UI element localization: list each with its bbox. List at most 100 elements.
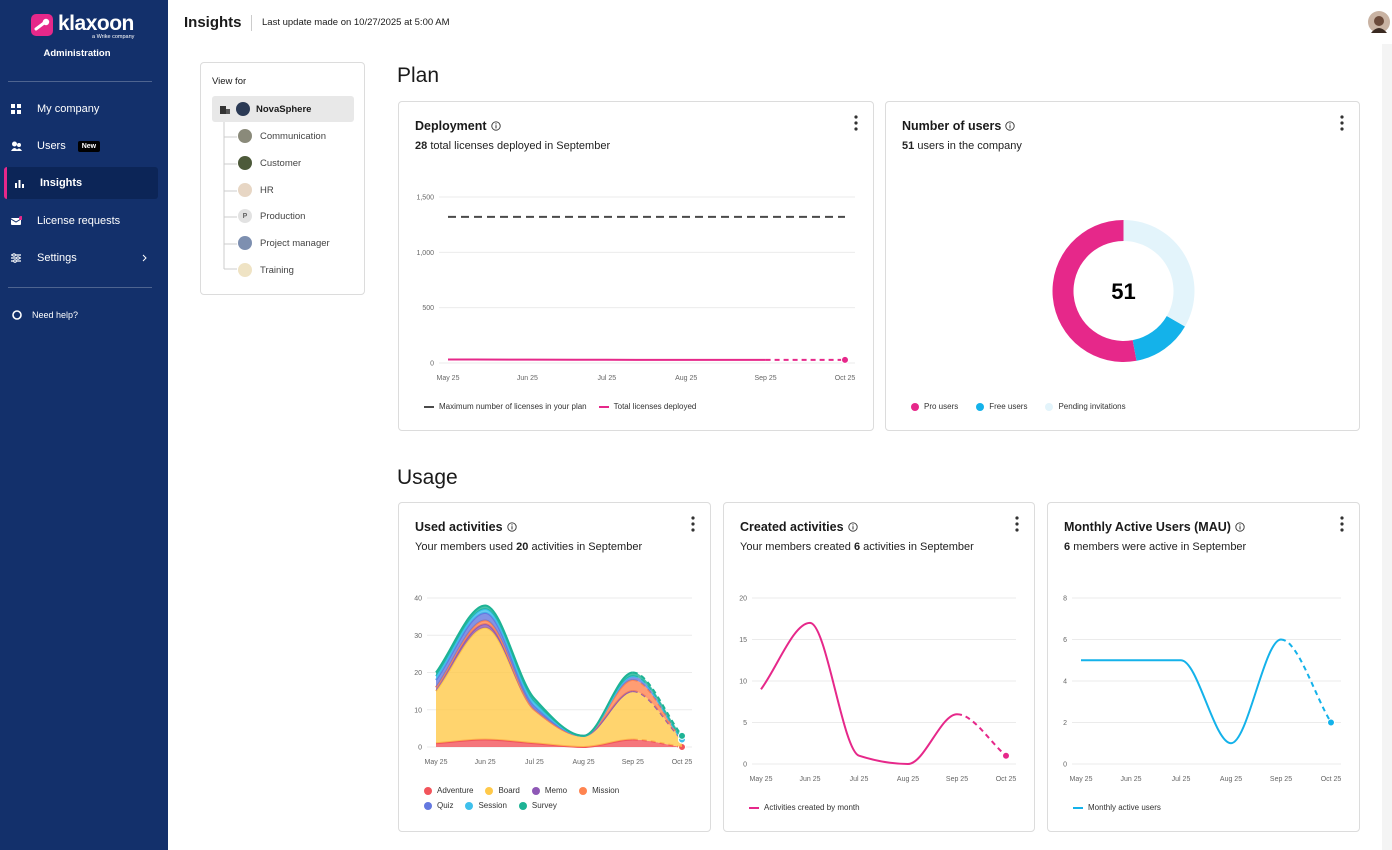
tagline: a Wrike company <box>92 34 135 40</box>
card-title: Used activities <box>415 520 517 534</box>
legend-item[interactable]: Free users <box>976 402 1027 411</box>
chart-plot: 0 500 1,000 1,500 May 25 Jun 25 Jul 25 Aug 25 Se… <box>416 195 856 383</box>
y-tick-label: 15 <box>739 637 747 644</box>
card-subtitle-part: 28 <box>415 140 428 152</box>
y-tick-label: 20 <box>414 670 422 677</box>
x-tick-label: Jul 25 <box>525 759 544 766</box>
legend-item[interactable]: Adventure <box>424 786 473 795</box>
tree-item[interactable]: Customer <box>238 152 301 174</box>
team-avatar <box>238 263 252 277</box>
tree-item[interactable]: Project manager <box>238 232 330 254</box>
kebab-menu[interactable] <box>690 516 696 532</box>
nav-item[interactable]: Users New <box>4 130 158 162</box>
x-tick-label: Jun 25 <box>799 776 820 783</box>
section-title: Usage <box>397 466 458 489</box>
kebab-menu[interactable] <box>1339 115 1345 131</box>
legend-item[interactable]: Monthly active users <box>1073 803 1161 812</box>
series-line-forecast <box>632 671 683 737</box>
page-title: Insights <box>184 14 242 31</box>
help-link[interactable]: Need help? <box>4 299 158 331</box>
last-update: Last update made on 10/27/2025 at 5:00 A… <box>262 17 450 28</box>
nav-item[interactable]: Settings <box>4 242 158 274</box>
x-tick-label: Jun 25 <box>1120 776 1141 783</box>
tree-item[interactable]: P Production <box>238 205 305 227</box>
legend-text: Pro users <box>924 402 959 411</box>
card-title-text: Number of users <box>902 119 1002 133</box>
legend-item[interactable]: Activities created by month <box>749 803 860 812</box>
legend-item[interactable]: Maximum number of licenses in your plan <box>424 402 587 411</box>
end-point <box>1002 751 1010 760</box>
chart-plot: 51 <box>1052 220 1195 362</box>
legend-text: Free users <box>989 402 1028 411</box>
x-tick-label: Jul 25 <box>1172 776 1191 783</box>
legend-text: Pending invitations <box>1058 402 1126 411</box>
x-tick-label: Aug 25 <box>573 759 595 766</box>
card-title-text: Used activities <box>415 520 503 534</box>
series-line <box>760 621 958 766</box>
legend-item[interactable]: Memo <box>531 786 567 795</box>
legend-marker <box>518 801 527 810</box>
tree-root[interactable]: NovaSphere <box>212 96 354 122</box>
card-title-text: Deployment <box>415 119 487 133</box>
legend-item[interactable]: Session <box>465 801 507 810</box>
legend-item[interactable]: Pending invitations <box>1045 402 1126 411</box>
x-tick-label: Oct 25 <box>1321 776 1342 783</box>
separator <box>251 15 252 31</box>
legend-item[interactable]: Total licenses deployed <box>598 402 696 411</box>
legend-marker <box>424 801 432 810</box>
tree-root-text: NovaSphere <box>256 103 312 115</box>
tree-item[interactable]: HR <box>238 179 274 201</box>
donut-center-label: 51 <box>1111 279 1135 304</box>
series-line-forecast <box>956 713 1007 757</box>
legend-marker <box>465 801 474 810</box>
y-tick-label: 6 <box>1063 637 1067 644</box>
card-subtitle-part: 20 <box>516 541 529 553</box>
nav-item[interactable]: License requests <box>4 205 158 237</box>
nav-item[interactable]: My company <box>4 93 158 125</box>
tree-item[interactable]: Communication <box>238 125 326 147</box>
nav-label: Users <box>37 140 66 152</box>
legend-item[interactable]: Mission <box>579 786 619 795</box>
info-icon <box>1005 121 1015 131</box>
card-subtitle-part: activities in September <box>531 541 643 553</box>
tree-item[interactable]: Training <box>238 259 294 281</box>
legend-item[interactable]: Board <box>485 786 520 795</box>
x-tick-label: May 25 <box>437 375 460 382</box>
team-avatar <box>238 236 252 250</box>
kebab-menu[interactable] <box>853 115 859 131</box>
legend-text: Monthly active users <box>1088 803 1161 812</box>
user-avatar[interactable] <box>1368 11 1390 33</box>
kebab-menu[interactable] <box>1339 516 1345 532</box>
x-tick-label: Oct 25 <box>835 375 856 382</box>
info-icon <box>1235 522 1245 532</box>
chart-card: 0 500 1,000 1,500 May 25 Jun 25 Jul 25 Aug 25 Se… <box>398 101 874 431</box>
legend: Monthly active users <box>1073 803 1161 812</box>
y-tick-label: 5 <box>743 720 747 727</box>
nav-item[interactable]: Insights <box>4 167 158 199</box>
legend-marker <box>579 786 588 795</box>
legend-marker <box>598 405 609 408</box>
sidebar: klaxoon a Wrike company Administration N… <box>0 0 168 850</box>
x-tick-label: Oct 25 <box>996 776 1017 783</box>
legend: Activities created by month <box>749 803 860 812</box>
divider <box>8 81 152 82</box>
legend-text: Board <box>498 786 520 795</box>
help-icon <box>12 310 22 320</box>
legend-item[interactable]: Pro users <box>911 402 958 411</box>
legend-text: Survey <box>531 801 557 810</box>
legend-item[interactable]: Survey <box>518 801 557 810</box>
y-tick-label: 10 <box>739 679 747 686</box>
chart-card: 0 5 10 15 20 May 25 Jun 25 Jul 25 Aug 25 Sep 25 Oc… <box>723 502 1035 832</box>
legend-text: Maximum number of licenses in your plan <box>439 402 587 411</box>
card-subtitle-part: members were active in September <box>1073 541 1247 553</box>
y-tick-label: 2 <box>1063 720 1067 727</box>
nav-label: License requests <box>37 215 121 227</box>
kebab-menu[interactable] <box>1014 516 1020 532</box>
legend-marker <box>424 786 432 795</box>
legend-item[interactable]: Quiz <box>424 801 453 810</box>
tree-item-text: Training <box>260 264 294 276</box>
y-tick-label: 0 <box>430 361 434 368</box>
legend: Pro users Free users Pending invitations <box>911 402 1126 411</box>
card-subtitle-part: Your members used <box>415 541 514 553</box>
